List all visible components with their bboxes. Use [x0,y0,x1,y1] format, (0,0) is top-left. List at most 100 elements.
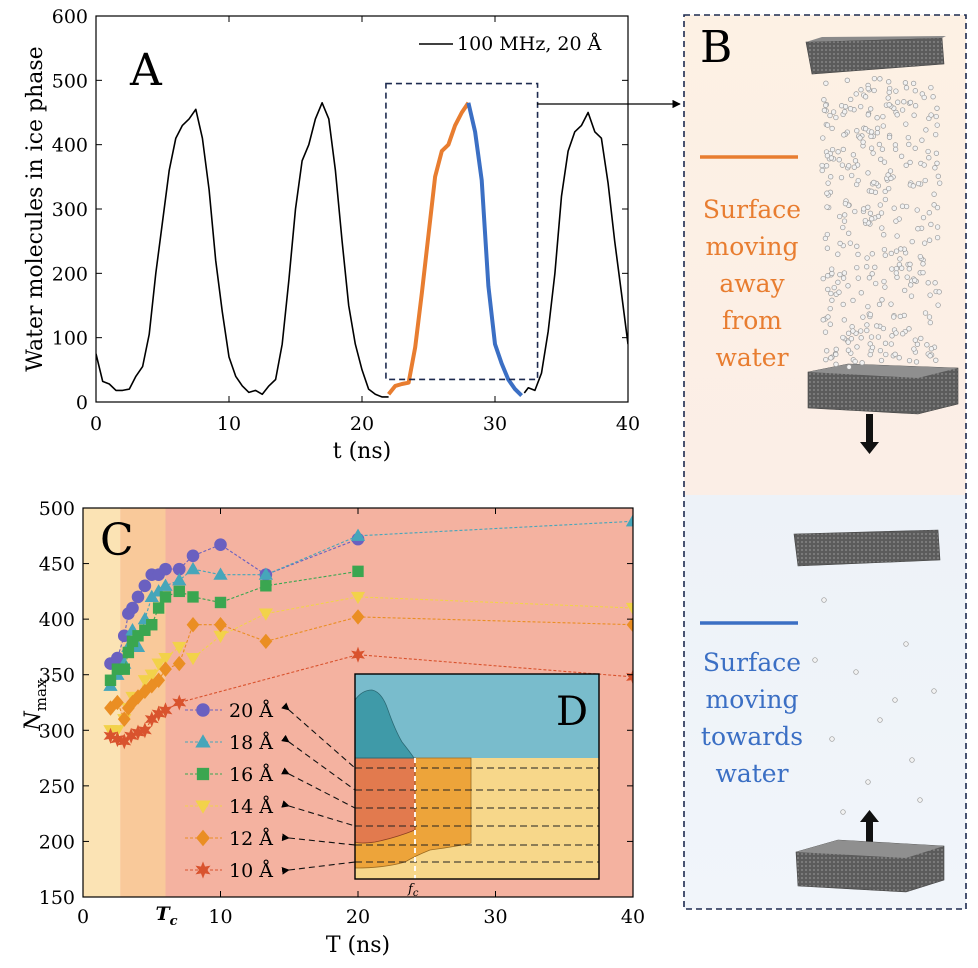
panel-d-frame [354,673,600,880]
data-point [151,658,166,671]
water-molecule [881,278,887,285]
water-molecule [934,234,941,241]
series-2 [104,565,364,686]
water-molecule [842,104,849,110]
series-line-0 [96,102,389,398]
y-tick-label: 600 [52,6,88,28]
water-molecule [845,339,851,345]
series-line-3 [466,102,524,398]
water-molecule [900,331,906,337]
water-molecule [886,185,892,192]
y-tick-label: 0 [76,392,88,414]
water-molecule [886,102,892,108]
water-molecule [858,87,864,93]
water-molecule [910,183,916,189]
water-molecule [820,317,826,323]
water-molecule [896,355,902,361]
legend-arrow [281,767,356,809]
water-molecule [918,335,924,342]
data-point [152,602,165,614]
water-molecule [888,175,894,182]
water-molecule [891,205,897,211]
y-tick-label: 500 [52,70,88,92]
water-molecule [919,137,925,143]
water-molecule [850,328,856,334]
water-molecule [862,94,869,100]
fc-label: fc [407,882,419,899]
legend-arrow [281,702,356,769]
data-point [122,646,135,659]
water-molecule [913,359,920,365]
legend-label: 10 Å [229,860,273,882]
x-tick-label: 30 [483,413,507,435]
water-molecule [921,94,927,101]
water-molecule [854,344,860,350]
water-molecule [906,326,912,332]
water-molecule [882,340,889,346]
water-molecule [825,286,831,293]
water-molecule [906,141,912,148]
legend-entry-2: 16 Å [185,764,356,809]
water-molecule [829,146,836,153]
water-molecule [852,208,858,215]
water-molecule [829,736,835,742]
water-molecule [888,250,894,257]
water-molecule [877,347,884,354]
panel-c: 0 10 20 30 40 150 200 250 300 350 400 450 500 C T (n… [21,498,645,958]
water-molecule [847,240,853,246]
water-molecule [882,188,888,195]
water-molecule [880,113,886,120]
water-molecule [866,275,873,281]
data-point [625,602,633,616]
water-molecule [849,172,855,179]
water-molecule [878,210,885,216]
data-point [214,596,227,609]
data-point [195,861,211,879]
x-tick-label: 0 [90,413,102,435]
panel-c-ticks: 0 10 20 30 40 150 200 250 300 350 400 450 500 [39,498,645,928]
water-molecule [887,168,894,174]
water-molecule [892,351,898,357]
data-point [350,591,366,605]
water-molecule [897,256,903,262]
legend-entry-4: 12 Å [185,828,356,850]
panel-b-letter: B [700,22,732,73]
data-point [103,727,118,744]
data-point [186,549,200,563]
water-molecule [922,310,929,316]
water-molecule [820,275,826,282]
water-molecule [931,191,937,197]
legend-arrow [281,861,356,875]
water-molecule [864,264,870,270]
data-point [159,661,172,677]
bottom-upper-slab [793,529,941,567]
data-point [131,590,145,604]
water-molecule [893,88,899,94]
water-molecule [928,346,935,352]
water-molecule [917,253,923,260]
water-molecule [933,113,939,120]
water-molecule [871,179,877,186]
water-molecule [898,153,905,159]
water-molecule [882,284,888,290]
water-molecule [927,353,933,359]
water-molecule [909,238,915,245]
tc-label: Tc [156,903,178,929]
water-molecule [875,334,882,340]
water-molecule [902,80,909,86]
water-molecule [924,342,930,348]
svg-text:Tc: Tc [156,903,178,929]
water-molecule [833,114,839,121]
legend-arrow [281,800,356,827]
blue-description: Surface moving towards water [701,648,803,788]
water-molecule [894,233,900,239]
blue-text-line: towards [701,722,803,751]
panel-d-letter: D [556,689,588,735]
orange-text-line: water [715,343,788,372]
water-molecule [845,347,852,353]
water-molecule [851,164,857,170]
data-point [110,725,125,738]
legend-label: 12 Å [229,828,273,850]
water-molecule [850,152,857,158]
water-molecule [859,360,865,366]
